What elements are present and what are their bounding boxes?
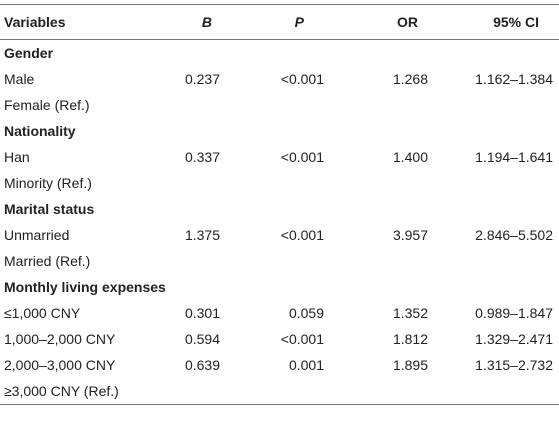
cell-p: <0.001 bbox=[280, 227, 324, 243]
cell-or bbox=[348, 378, 434, 405]
section-heading: Marital status bbox=[4, 201, 95, 217]
row-label: Minority (Ref.) bbox=[4, 175, 92, 191]
cell-p: 0.001 bbox=[288, 357, 324, 373]
cell-ci: 1.162–1.384 bbox=[475, 71, 553, 87]
cell-or bbox=[348, 248, 434, 274]
cell-b bbox=[152, 170, 240, 196]
section-row: Monthly living expenses bbox=[0, 274, 559, 300]
cell-p bbox=[240, 248, 348, 274]
row-label: Han bbox=[4, 149, 30, 165]
table-row: Male 0.237 <0.001 1.268 1.162–1.384 bbox=[0, 66, 559, 92]
cell-b: 0.337 bbox=[184, 149, 220, 165]
cell-p bbox=[240, 378, 348, 405]
header-variables: Variables bbox=[4, 14, 66, 30]
header-b: B bbox=[201, 14, 212, 30]
cell-ci bbox=[434, 92, 559, 118]
cell-or bbox=[348, 170, 434, 196]
table-row: ≥3,000 CNY (Ref.) bbox=[0, 378, 559, 405]
table-row: Minority (Ref.) bbox=[0, 170, 559, 196]
cell-p: 0.059 bbox=[288, 305, 324, 321]
row-label: Unmarried bbox=[4, 227, 70, 243]
cell-or bbox=[348, 92, 434, 118]
table-header: Variables B P OR 95% CI bbox=[0, 4, 559, 40]
table-row: Han 0.337 <0.001 1.400 1.194–1.641 bbox=[0, 144, 559, 170]
cell-b: 0.594 bbox=[184, 331, 220, 347]
cell-ci bbox=[434, 248, 559, 274]
table-row: ≤1,000 CNY 0.301 0.059 1.352 0.989–1.847 bbox=[0, 300, 559, 326]
cell-b: 0.237 bbox=[184, 71, 220, 87]
cell-b: 0.301 bbox=[184, 305, 220, 321]
cell-b bbox=[152, 248, 240, 274]
header-row: Variables B P OR 95% CI bbox=[0, 4, 559, 40]
header-p: P bbox=[294, 14, 304, 30]
header-ci: 95% CI bbox=[493, 14, 539, 30]
table-row: 1,000–2,000 CNY 0.594 <0.001 1.812 1.329–2.4… bbox=[0, 326, 559, 352]
section-heading: Nationality bbox=[4, 123, 76, 139]
table-row: Female (Ref.) bbox=[0, 92, 559, 118]
cell-or: 1.895 bbox=[392, 357, 428, 373]
section-row: Marital status bbox=[0, 196, 559, 222]
cell-b bbox=[152, 378, 240, 405]
cell-ci: 1.194–1.641 bbox=[475, 149, 553, 165]
cell-ci: 1.329–2.471 bbox=[475, 331, 553, 347]
cell-or: 3.957 bbox=[392, 227, 428, 243]
section-row: Gender bbox=[0, 40, 559, 67]
row-label: ≥3,000 CNY (Ref.) bbox=[4, 383, 119, 399]
section-heading: Monthly living expenses bbox=[4, 279, 166, 295]
cell-or: 1.812 bbox=[392, 331, 428, 347]
table-body: Gender Male 0.237 <0.001 1.268 1.162–1.384 Fem… bbox=[0, 40, 559, 405]
cell-ci: 2.846–5.502 bbox=[475, 227, 553, 243]
cell-p bbox=[240, 92, 348, 118]
cell-ci: 0.989–1.847 bbox=[475, 305, 553, 321]
cell-ci: 1.315–2.732 bbox=[475, 357, 553, 373]
cell-p: <0.001 bbox=[280, 71, 324, 87]
row-label: Female (Ref.) bbox=[4, 97, 90, 113]
cell-p: <0.001 bbox=[280, 331, 324, 347]
regression-table: Variables B P OR 95% CI Gender Male 0.237 <… bbox=[0, 4, 559, 405]
row-label: ≤1,000 CNY bbox=[4, 305, 81, 321]
cell-or: 1.400 bbox=[392, 149, 428, 165]
cell-ci bbox=[434, 378, 559, 405]
cell-p bbox=[240, 170, 348, 196]
section-heading: Gender bbox=[4, 45, 54, 61]
cell-or: 1.352 bbox=[392, 305, 428, 321]
cell-ci bbox=[434, 170, 559, 196]
cell-b: 0.639 bbox=[184, 357, 220, 373]
row-label: 1,000–2,000 CNY bbox=[4, 331, 116, 347]
header-or: OR bbox=[397, 14, 418, 30]
row-label: 2,000–3,000 CNY bbox=[4, 357, 116, 373]
cell-or: 1.268 bbox=[392, 71, 428, 87]
section-row: Nationality bbox=[0, 118, 559, 144]
row-label: Married (Ref.) bbox=[4, 253, 91, 269]
table-row: Unmarried 1.375 <0.001 3.957 2.846–5.502 bbox=[0, 222, 559, 248]
cell-b bbox=[152, 92, 240, 118]
table-row: 2,000–3,000 CNY 0.639 0.001 1.895 1.315–2.73… bbox=[0, 352, 559, 378]
cell-p: <0.001 bbox=[280, 149, 324, 165]
row-label: Male bbox=[4, 71, 35, 87]
cell-b: 1.375 bbox=[184, 227, 220, 243]
table-row: Married (Ref.) bbox=[0, 248, 559, 274]
